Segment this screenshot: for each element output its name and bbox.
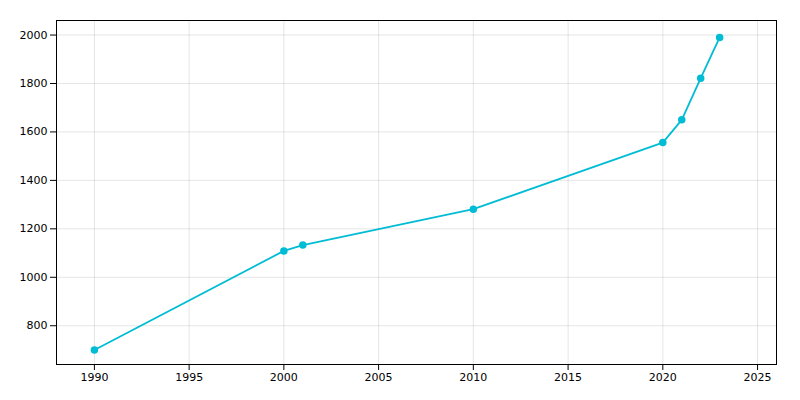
svg-text:800: 800 xyxy=(27,319,48,332)
svg-text:2000: 2000 xyxy=(20,29,48,42)
svg-text:1995: 1995 xyxy=(175,371,203,384)
svg-text:1200: 1200 xyxy=(20,222,48,235)
svg-text:2015: 2015 xyxy=(554,371,582,384)
svg-text:2005: 2005 xyxy=(365,371,393,384)
svg-text:1600: 1600 xyxy=(20,125,48,138)
svg-text:2000: 2000 xyxy=(270,371,298,384)
svg-text:1000: 1000 xyxy=(20,271,48,284)
svg-text:2010: 2010 xyxy=(459,371,487,384)
svg-text:2025: 2025 xyxy=(744,371,772,384)
svg-text:2020: 2020 xyxy=(649,371,677,384)
svg-text:1400: 1400 xyxy=(20,174,48,187)
svg-text:1990: 1990 xyxy=(80,371,108,384)
svg-text:1800: 1800 xyxy=(20,77,48,90)
